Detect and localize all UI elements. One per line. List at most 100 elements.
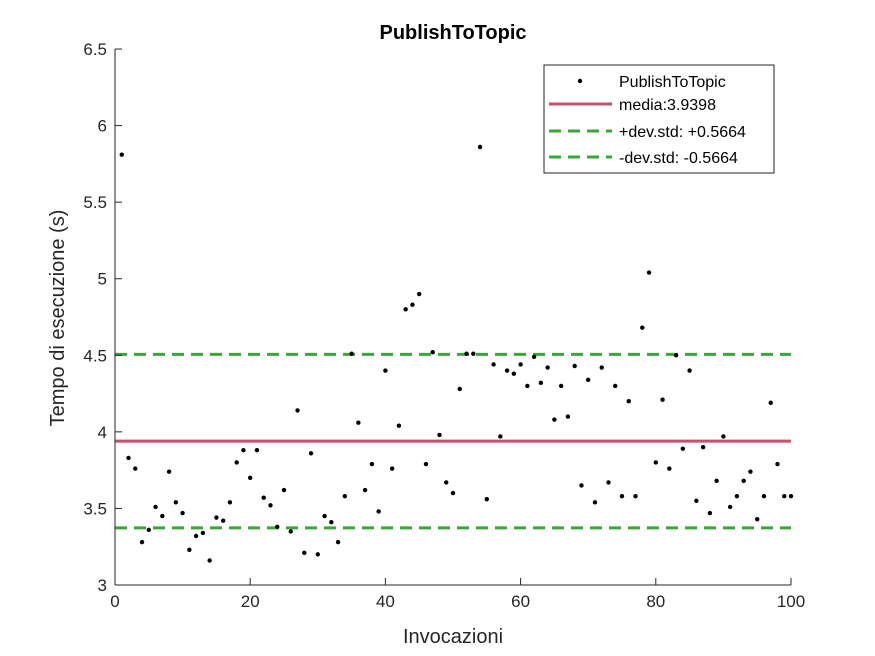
x-ticks: 0 20 40 60 80 100: [110, 578, 805, 611]
data-point: [633, 493, 638, 499]
y-tick-label: 6.5: [83, 40, 107, 59]
data-point: [586, 377, 591, 382]
data-point: [761, 493, 767, 499]
data-point: [153, 504, 158, 510]
data-point: [396, 423, 402, 428]
data-point: [727, 504, 733, 510]
data-point: [139, 539, 145, 545]
data-point: [329, 520, 334, 525]
data-point: [673, 353, 679, 358]
data-point: [788, 493, 794, 499]
data-point: [592, 500, 598, 505]
x-tick-label: 60: [511, 592, 530, 611]
data-point: [430, 350, 435, 355]
data-point: [369, 461, 375, 467]
legend-label-minus-std: -dev.std: -0.5664: [619, 150, 738, 167]
chart-title: PublishToTopic: [379, 22, 526, 44]
data-point: [565, 414, 571, 419]
data-point: [518, 362, 523, 367]
data-point: [410, 302, 415, 307]
data-point: [640, 325, 645, 330]
x-tick-label: 100: [777, 592, 805, 611]
data-point: [619, 493, 625, 499]
data-point: [680, 446, 686, 451]
data-point: [248, 475, 253, 480]
data-point: [417, 291, 422, 297]
data-point: [241, 448, 246, 453]
data-point: [268, 503, 273, 508]
data-point: [498, 434, 503, 439]
data-point: [525, 383, 530, 389]
data-point: [613, 383, 618, 389]
data-point: [700, 444, 706, 450]
data-point: [302, 550, 307, 556]
data-point: [471, 351, 476, 356]
reference-lines: [115, 352, 791, 530]
data-point: [342, 493, 348, 499]
data-point: [511, 371, 517, 376]
x-tick-label: 80: [646, 592, 665, 611]
data-point: [220, 518, 226, 523]
data-point: [748, 469, 753, 474]
data-point: [626, 399, 631, 404]
data-point: [741, 478, 746, 484]
data-point: [275, 524, 280, 530]
data-point: [545, 365, 550, 370]
data-point: [660, 397, 665, 402]
data-point: [477, 144, 483, 150]
y-tick-label: 3.5: [83, 499, 107, 518]
data-point: [383, 368, 388, 373]
y-tick-label: 5: [98, 270, 107, 289]
data-point: [126, 455, 131, 461]
data-point: [572, 363, 577, 369]
data-point: [322, 513, 327, 519]
data-point: [755, 516, 760, 522]
data-point: [193, 533, 199, 539]
y-tick-label: 4.5: [83, 346, 107, 365]
data-point: [450, 490, 456, 496]
data-point: [362, 487, 368, 493]
x-axis-label: Invocazioni: [403, 626, 503, 648]
data-point: [200, 530, 206, 536]
y-tick-label: 3: [98, 576, 107, 595]
y-tick-label: 5.5: [83, 193, 107, 212]
y-axis-label: Tempo di esecuzione (s): [47, 210, 69, 427]
axes: [114, 49, 791, 586]
legend-label-points: PublishToTopic: [619, 74, 726, 91]
data-point: [214, 515, 219, 520]
data-point: [281, 487, 287, 493]
data-point: [423, 461, 429, 467]
data-point: [457, 386, 462, 392]
x-tick-label: 0: [110, 592, 119, 611]
data-point: [133, 466, 138, 471]
y-tick-label: 6: [98, 117, 107, 136]
data-point: [531, 354, 537, 360]
data-point: [538, 380, 544, 386]
data-point: [504, 368, 510, 373]
data-point: [599, 365, 604, 370]
legend-marker-points: [577, 78, 583, 84]
data-point: [667, 466, 672, 471]
data-point: [707, 510, 713, 516]
data-point: [714, 478, 719, 484]
data-point: [646, 270, 652, 275]
data-point: [288, 529, 293, 534]
data-point: [234, 460, 239, 465]
data-point: [389, 466, 395, 471]
legend-label-plus-std: +dev.std: +0.5664: [619, 124, 746, 141]
data-point: [558, 383, 564, 389]
data-point: [308, 451, 314, 456]
data-points: [119, 144, 794, 563]
data-point: [694, 498, 699, 503]
data-point: [119, 152, 124, 157]
data-point: [444, 480, 449, 485]
data-point: [484, 497, 489, 502]
data-point: [254, 448, 260, 453]
data-point: [775, 461, 780, 467]
x-tick-label: 40: [376, 592, 395, 611]
data-point: [687, 368, 692, 373]
data-point: [768, 400, 773, 405]
data-point: [356, 420, 361, 425]
data-point: [315, 552, 320, 557]
